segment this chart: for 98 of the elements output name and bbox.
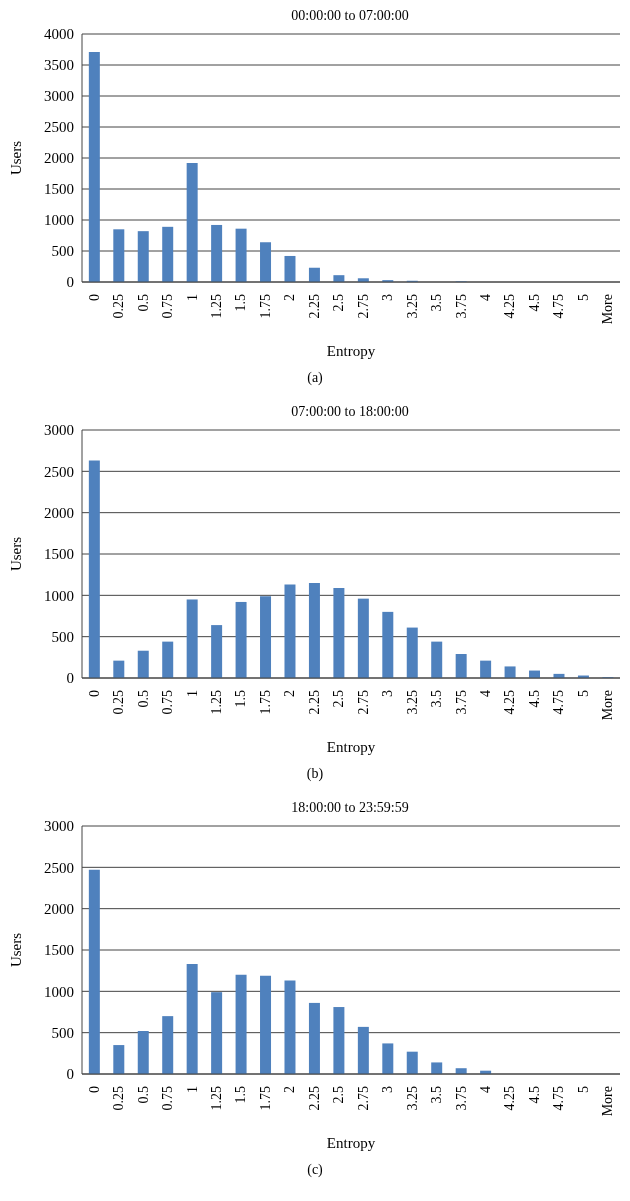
x-tick-label: 2.25 <box>306 294 322 319</box>
y-tick-label: 2500 <box>44 119 74 136</box>
x-tick-label: 0.25 <box>111 690 127 715</box>
y-tick-label: 2000 <box>44 900 74 917</box>
x-tick-label: 2 <box>282 690 298 697</box>
y-tick-label: 2500 <box>44 859 74 876</box>
x-tick-label: 1.5 <box>233 1086 249 1104</box>
y-tick-label: 500 <box>51 1024 74 1041</box>
x-axis-title: Entropy <box>326 1135 376 1151</box>
text: (c) <box>306 1161 324 1179</box>
x-tick-label: 5 <box>575 294 591 301</box>
x-tick-label: 1 <box>184 294 200 301</box>
x-tick-label: 3 <box>380 690 396 697</box>
x-tick-label: 1.25 <box>209 1086 224 1111</box>
x-tick-label: 4.25 <box>502 690 518 715</box>
x-tick-label: 2.5 <box>331 294 347 312</box>
x-tick-label: More <box>600 690 616 721</box>
x-tick-label: 4.75 <box>551 690 567 715</box>
x-tick-label: 4.25 <box>502 294 518 319</box>
x-axis-title: Entropy <box>326 739 376 755</box>
x-tick-label: 0.75 <box>160 294 176 319</box>
x-tick-label: 4.75 <box>551 294 567 319</box>
y-tick-label: 1000 <box>44 587 74 604</box>
y-tick-label: 500 <box>51 628 74 645</box>
x-tick-label: 1 <box>184 690 200 697</box>
y-tick-label: 1500 <box>44 181 74 198</box>
y-tick-label: 4000 <box>44 26 74 43</box>
x-tick-label: 3.5 <box>429 294 445 312</box>
x-tick-label: 0 <box>86 690 102 697</box>
x-tick-label: 1.75 <box>257 294 273 319</box>
x-tick-label: 1.5 <box>233 690 249 708</box>
x-tick-label: 0.5 <box>135 294 151 312</box>
x-tick-label: More <box>600 1086 616 1117</box>
y-tick-label: 1500 <box>44 942 74 959</box>
y-tick-label: 2000 <box>44 504 74 521</box>
x-tick-label: 3 <box>380 294 396 301</box>
x-tick-label: 2.75 <box>355 294 371 319</box>
x-tick-label: 0 <box>86 1086 102 1093</box>
x-tick-label: 3.75 <box>453 1086 469 1111</box>
y-axis-title: Users <box>8 932 25 968</box>
x-tick-label: 5 <box>575 1086 591 1093</box>
x-tick-label: 4 <box>478 690 493 697</box>
x-tick-label: 4.5 <box>526 1086 542 1104</box>
y-tick-label: 3500 <box>44 57 74 74</box>
x-tick-label: 3.75 <box>453 690 469 715</box>
x-tick-label: 5 <box>575 690 591 697</box>
x-tick-label: 3 <box>380 1086 396 1093</box>
text: (b) <box>305 765 325 783</box>
y-tick-label: 2500 <box>44 463 74 480</box>
x-tick-label: 2.5 <box>331 1086 347 1104</box>
y-tick-label: 500 <box>51 243 74 260</box>
x-tick-label: 4.75 <box>551 1086 567 1111</box>
y-tick-label: 1000 <box>44 983 74 1000</box>
y-tick-label: 1500 <box>44 546 74 563</box>
x-tick-label: 1 <box>184 1086 200 1093</box>
y-axis-title: Users <box>8 536 25 572</box>
chart-title: 18:00:00 to 23:59:59 <box>290 800 410 817</box>
x-tick-label: 0.75 <box>160 690 176 715</box>
x-tick-label: 3.75 <box>453 294 469 319</box>
x-tick-label: 4.25 <box>502 1086 518 1111</box>
y-tick-label: 1000 <box>44 212 74 229</box>
x-tick-label: 1.25 <box>209 294 224 319</box>
x-tick-label: 2.5 <box>331 690 347 708</box>
x-tick-label: 0.25 <box>111 294 127 319</box>
y-tick-label: 3000 <box>44 88 74 105</box>
x-tick-label: 3.5 <box>429 690 445 708</box>
y-tick-label: 3000 <box>44 422 74 439</box>
x-tick-label: 2 <box>282 1086 298 1093</box>
x-tick-label: 3.25 <box>404 690 420 715</box>
x-tick-label: 2.25 <box>306 690 322 715</box>
x-tick-label: 3.25 <box>404 1086 420 1111</box>
x-tick-label: 0.25 <box>111 1086 127 1111</box>
y-tick-label: 3000 <box>44 818 74 835</box>
x-tick-label: 4.5 <box>526 690 542 708</box>
x-tick-label: 0.5 <box>135 690 151 708</box>
x-axis-title: Entropy <box>326 343 376 359</box>
x-tick-label: 0.5 <box>135 1086 151 1104</box>
chart-title: 07:00:00 to 18:00:00 <box>290 404 410 421</box>
x-tick-label: 3.25 <box>404 294 420 319</box>
x-tick-label: 1.25 <box>209 690 224 715</box>
x-tick-label: 2.75 <box>355 690 371 715</box>
x-tick-label: 2.75 <box>355 1086 371 1111</box>
x-tick-label: 4.5 <box>526 294 542 312</box>
x-tick-label: 1.5 <box>233 294 249 312</box>
y-axis-title: Users <box>8 140 25 176</box>
x-tick-label: 2 <box>282 294 298 301</box>
x-tick-label: 0 <box>86 294 102 301</box>
y-tick-label: 2000 <box>44 150 74 167</box>
chart-title: 00:00:00 to 07:00:00 <box>290 8 410 25</box>
x-tick-label: More <box>600 294 616 325</box>
x-tick-label: 4 <box>478 294 493 301</box>
x-tick-label: 1.75 <box>257 1086 273 1111</box>
text: (a) <box>306 369 324 387</box>
x-tick-label: 4 <box>478 1086 493 1093</box>
x-tick-label: 1.75 <box>257 690 273 715</box>
x-tick-label: 2.25 <box>306 1086 322 1111</box>
x-tick-label: 3.5 <box>429 1086 445 1104</box>
x-tick-label: 0.75 <box>160 1086 176 1111</box>
